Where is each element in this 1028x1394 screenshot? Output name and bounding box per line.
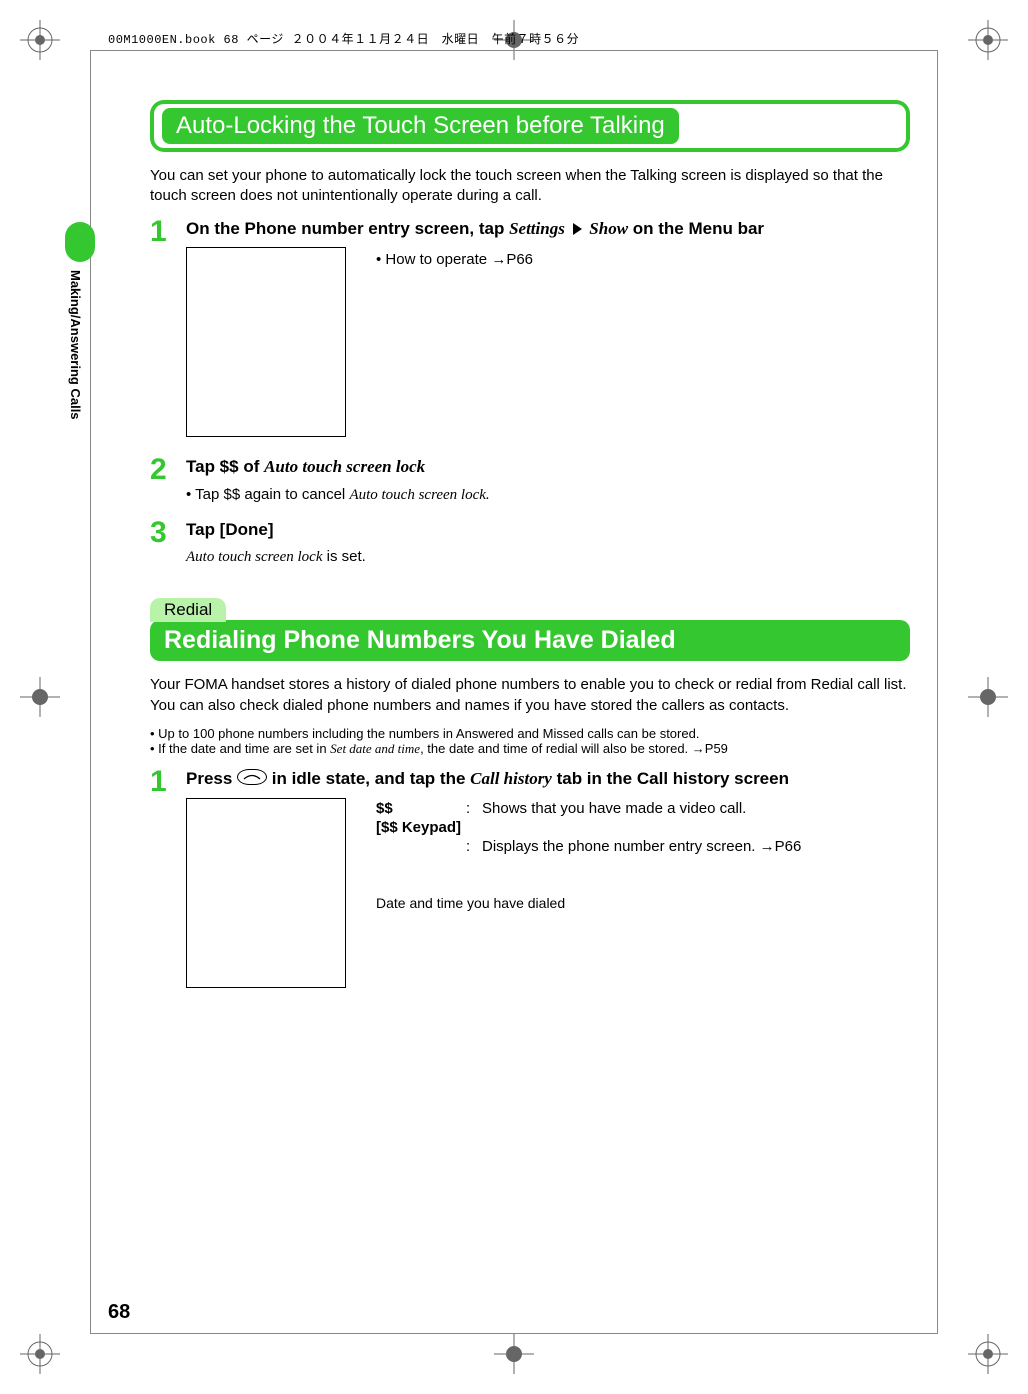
section-header-1: Auto-Locking the Touch Screen before Tal… <box>150 100 910 152</box>
crop-mark <box>968 677 1008 717</box>
step1-note: How to operate →P66 <box>376 251 533 268</box>
crop-mark <box>20 20 60 60</box>
side-label: Making/Answering Calls <box>68 270 83 420</box>
section2-step1: 1 Press in idle state, and tap the Call … <box>150 767 910 988</box>
section1-step3: 3 Tap [Done] Auto touch screen lock is s… <box>150 518 910 569</box>
section-title-1: Auto-Locking the Touch Screen before Tal… <box>162 108 679 144</box>
side-tab <box>65 222 95 262</box>
call-key-icon <box>237 769 267 785</box>
step2-title: Tap $$ of Auto touch screen lock <box>186 455 910 480</box>
step3-note: Auto touch screen lock is set. <box>186 548 910 566</box>
file-header: 00M1000EN.book 68 ページ ２００４年１１月２４日 水曜日 午前… <box>108 30 579 47</box>
step-number: 3 <box>150 518 186 548</box>
s2-step1-title: Press in idle state, and tap the Call hi… <box>186 767 910 792</box>
step2-note: Tap $$ again to cancel Auto touch screen… <box>186 486 910 504</box>
section1-step1: 1 On the Phone number entry screen, tap … <box>150 217 910 438</box>
def-row: $$ : Shows that you have made a video ca… <box>376 800 910 817</box>
section1-intro: You can set your phone to automatically … <box>150 166 910 207</box>
step3-title: Tap [Done] <box>186 518 910 543</box>
screenshot-placeholder <box>186 798 346 988</box>
caption-text: Date and time you have dialed <box>376 895 910 911</box>
crop-mark <box>968 20 1008 60</box>
section-header-2: Redial Redialing Phone Numbers You Have … <box>150 598 910 661</box>
step-number: 1 <box>150 217 186 247</box>
section1-step2: 2 Tap $$ of Auto touch screen lock Tap $… <box>150 455 910 512</box>
section2-bullets: Up to 100 phone numbers including the nu… <box>150 726 910 757</box>
crop-mark <box>494 1334 534 1374</box>
section2-intro: Your FOMA handset stores a history of di… <box>150 675 910 716</box>
def-row: : Displays the phone number entry screen… <box>376 838 910 855</box>
step1-title: On the Phone number entry screen, tap Se… <box>186 217 910 242</box>
def-row: [$$ Keypad] <box>376 819 910 836</box>
page-number: 68 <box>108 1301 130 1324</box>
step-number: 2 <box>150 455 186 485</box>
section2-title: Redialing Phone Numbers You Have Dialed <box>150 620 910 661</box>
step-number: 1 <box>150 767 186 797</box>
crop-mark <box>968 1334 1008 1374</box>
triangle-icon <box>573 223 582 235</box>
crop-mark <box>20 677 60 717</box>
section2-tab: Redial <box>150 598 226 622</box>
crop-mark <box>20 1334 60 1374</box>
main-content: Auto-Locking the Touch Screen before Tal… <box>150 100 910 988</box>
screenshot-placeholder <box>186 247 346 437</box>
